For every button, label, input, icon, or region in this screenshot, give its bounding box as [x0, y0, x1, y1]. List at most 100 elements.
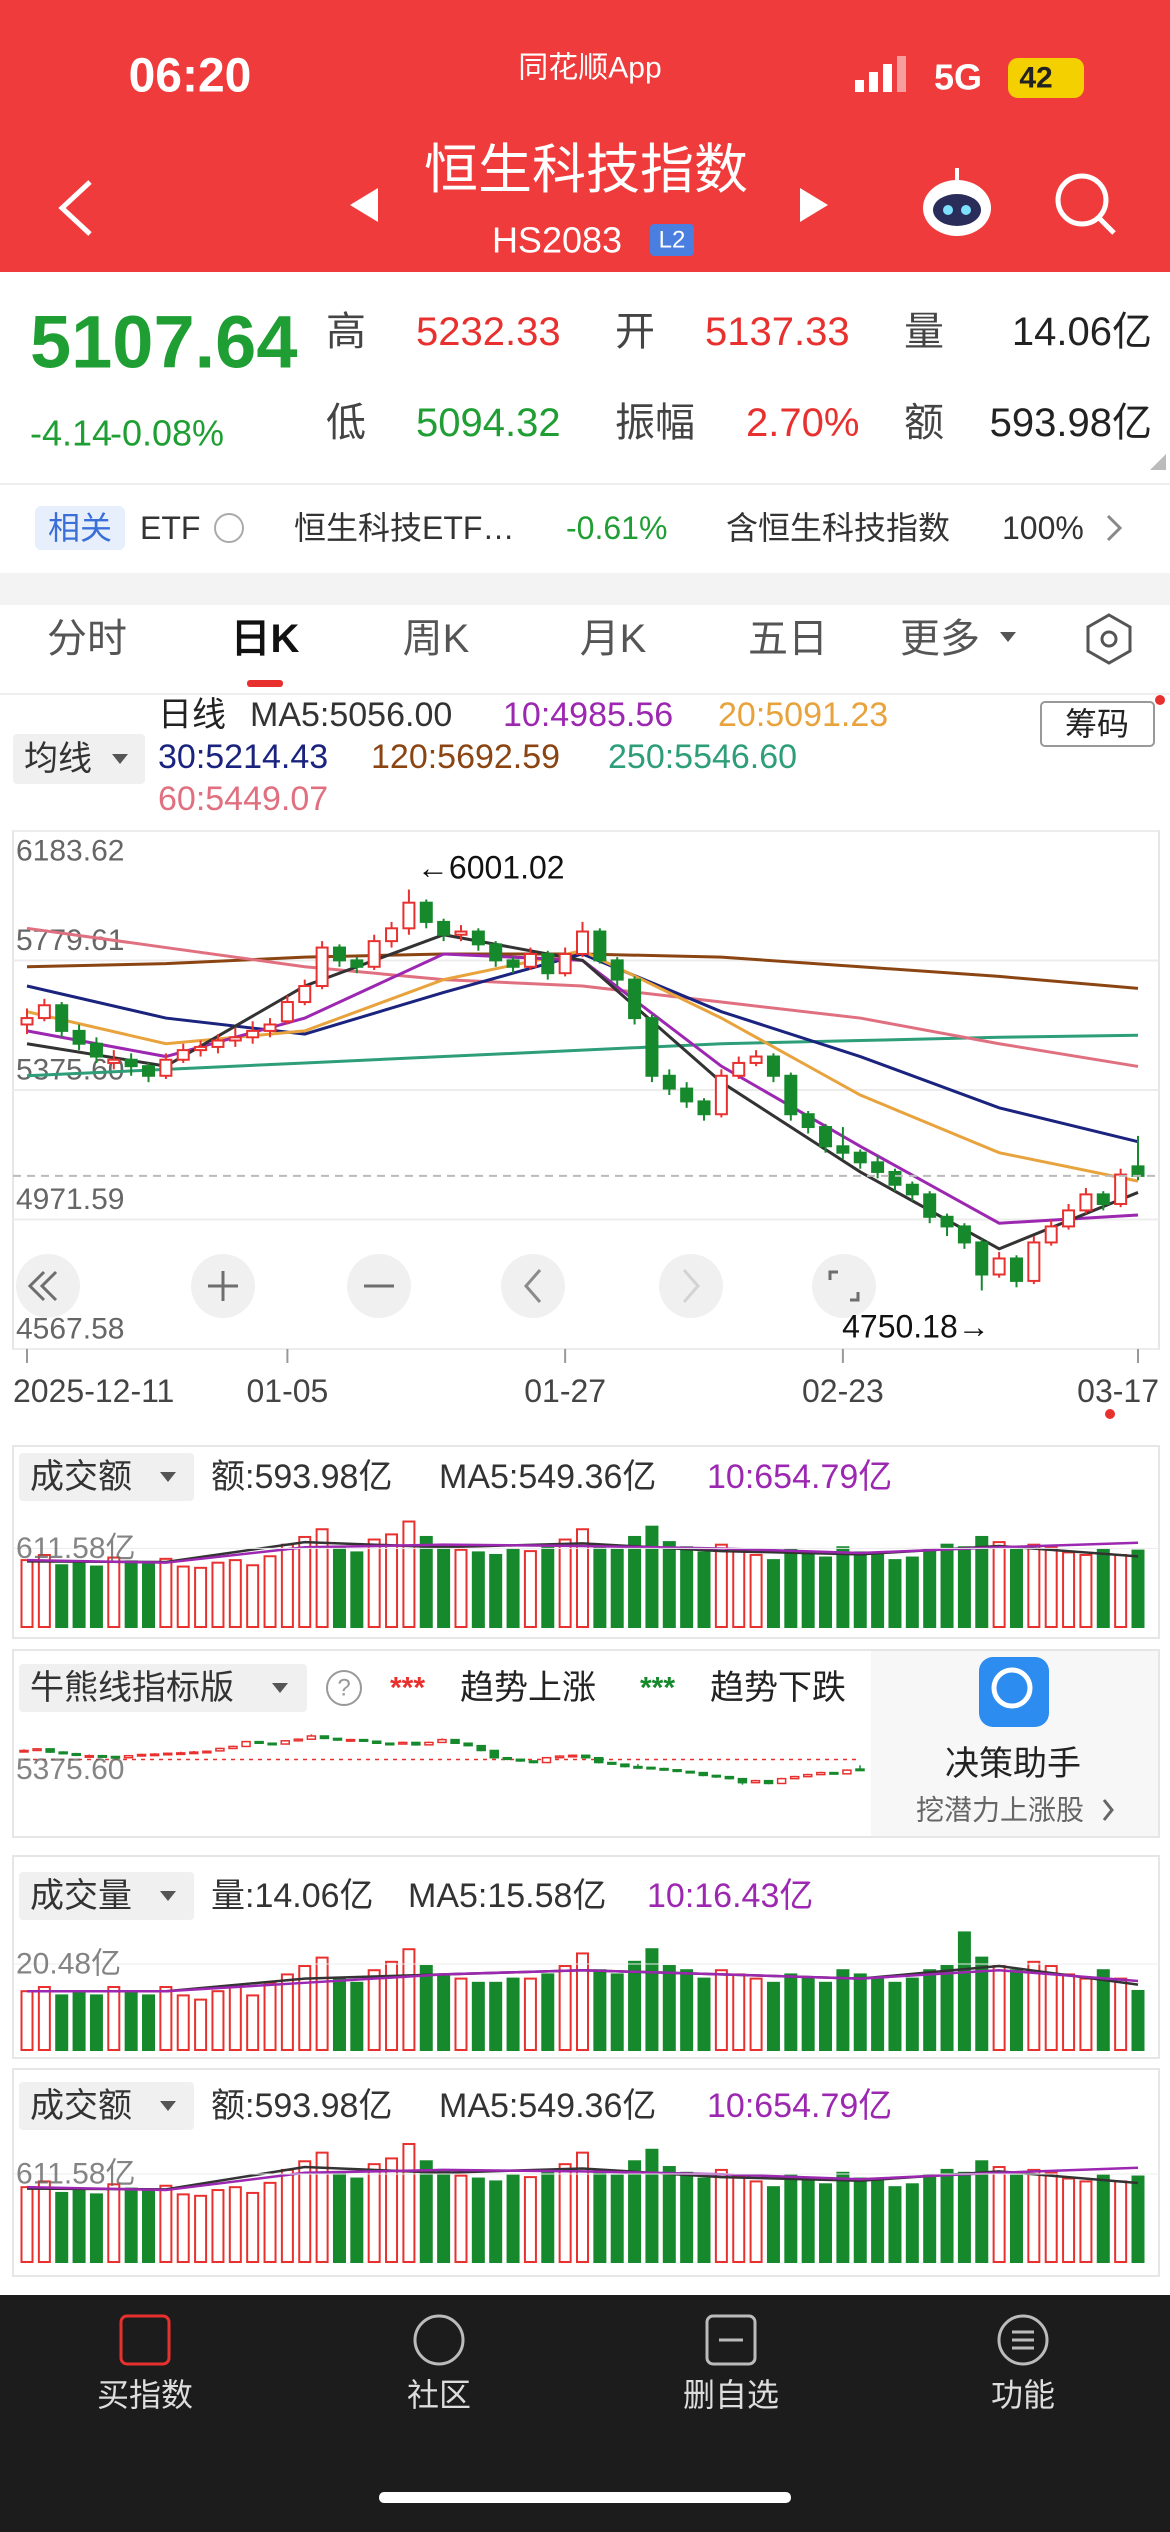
- nav-icon[interactable]: [119, 2314, 171, 2366]
- candle-body: [697, 1100, 711, 1116]
- back-button[interactable]: [58, 180, 92, 236]
- candle-body: [350, 959, 364, 968]
- volume-bar: [228, 1559, 242, 1629]
- volume-bar: [124, 1560, 138, 1628]
- settings-icon[interactable]: [1086, 613, 1132, 665]
- volume-bar: [228, 2186, 242, 2264]
- selector[interactable]: 成交量: [30, 1877, 132, 1915]
- tab[interactable]: 分时: [47, 617, 127, 661]
- volume-bar: [332, 1977, 346, 2051]
- tag-bg: [35, 506, 125, 550]
- mini-body: [280, 1740, 290, 1745]
- assistant-icon[interactable]: [979, 1657, 1049, 1727]
- fullscreen[interactable]: [812, 1254, 876, 1318]
- tab[interactable]: 日K: [231, 617, 300, 661]
- nav-icon[interactable]: [997, 2314, 1049, 2366]
- stat-value: 593.98亿: [990, 401, 1152, 445]
- control-button[interactable]: [16, 1254, 80, 1318]
- scroll-left[interactable]: [501, 1254, 565, 1318]
- volume-bar: [72, 2189, 86, 2263]
- stat-label: 低: [326, 401, 366, 445]
- volume-bar: [298, 2160, 312, 2264]
- nav-label[interactable]: 功能: [991, 2377, 1055, 2413]
- info-icon[interactable]: [214, 513, 244, 543]
- selector-bg[interactable]: [13, 734, 145, 784]
- volume-bar: [558, 1538, 572, 1629]
- mini-body: [136, 1753, 147, 1757]
- tab[interactable]: 五日: [748, 617, 828, 661]
- volume-bar: [298, 1535, 312, 1628]
- y-tick-label: 4971.59: [16, 1183, 124, 1216]
- scroll-right[interactable]: [659, 1254, 723, 1318]
- volume-bar: [645, 1525, 659, 1628]
- nav-icon[interactable]: [413, 2314, 465, 2366]
- period: 日线: [158, 696, 226, 734]
- legend-item: 250:5546.60: [608, 738, 797, 776]
- legend-item: MA5:549.36亿: [439, 1458, 656, 1496]
- volume-bar: [37, 1553, 51, 1629]
- mini-body: [842, 1769, 852, 1775]
- dropdown-arrow: [272, 1683, 288, 1693]
- volume-bar: [55, 1994, 69, 2051]
- next-button[interactable]: [800, 188, 828, 222]
- volume-bar: [419, 1535, 433, 1628]
- volume-bar: [1062, 1551, 1076, 1628]
- tab[interactable]: 月K: [580, 617, 647, 661]
- chip-button-bg[interactable]: [1040, 701, 1155, 747]
- mini-body: [594, 1756, 604, 1764]
- assistant-title[interactable]: 决策助手: [945, 1745, 1081, 1783]
- prev-button[interactable]: [350, 188, 378, 222]
- help[interactable]: ?: [337, 1675, 350, 1702]
- volume-bar: [732, 2174, 746, 2264]
- selector[interactable]: 成交额: [30, 1458, 132, 1496]
- change: -4.14: [30, 413, 112, 454]
- candle-body: [176, 1049, 190, 1061]
- candle-body: [124, 1058, 138, 1068]
- volume-bar: [888, 1559, 902, 1629]
- volume-bar: [697, 1977, 711, 2051]
- volume-bar: [437, 1543, 451, 1629]
- selector-bg[interactable]: [19, 1872, 194, 1920]
- volume-bar: [923, 1969, 937, 2051]
- search-icon[interactable]: [1055, 173, 1116, 235]
- x-tick-label: 02-23: [802, 1373, 884, 1409]
- down-marker: ***: [640, 1672, 675, 1705]
- volume-bar: [246, 1994, 260, 2051]
- selector[interactable]: 牛熊线指标版: [30, 1669, 234, 1707]
- volume-bar: [402, 1948, 416, 2051]
- candle-body: [1131, 1165, 1145, 1177]
- y-tick-label: 5375.60: [16, 1054, 124, 1087]
- nav-icon[interactable]: [705, 2314, 757, 2366]
- mini-body: [202, 1750, 212, 1754]
- mini-body: [358, 1738, 369, 1742]
- candle-body: [576, 930, 589, 955]
- selector[interactable]: 均线: [24, 740, 92, 778]
- volume-bar: [940, 1965, 954, 2051]
- volume-bar: [541, 2171, 555, 2263]
- volume-bar: [211, 2189, 225, 2263]
- robot-icon[interactable]: [923, 168, 991, 236]
- etf-name[interactable]: 恒生科技ETF…: [294, 510, 514, 546]
- assistant-sub[interactable]: 挖潜力上涨股: [916, 1795, 1084, 1826]
- selector-bg[interactable]: [19, 2082, 194, 2130]
- tab[interactable]: 周K: [403, 617, 470, 661]
- nav-label[interactable]: 社区: [407, 2377, 471, 2413]
- volume-bar: [662, 2166, 676, 2264]
- chip-button[interactable]: 筹码: [1065, 706, 1129, 742]
- selector[interactable]: 成交额: [30, 2087, 132, 2125]
- help-icon[interactable]: [326, 1670, 362, 1706]
- nav-label[interactable]: 买指数: [97, 2377, 193, 2413]
- selector-bg[interactable]: [19, 1664, 307, 1712]
- selector-bg[interactable]: [19, 1453, 194, 1501]
- mini-body: [385, 1742, 395, 1746]
- tab[interactable]: 更多: [900, 617, 980, 661]
- mini-body: [254, 1740, 264, 1744]
- network: 5G: [934, 57, 982, 98]
- mini-body: [371, 1740, 382, 1744]
- nav-label[interactable]: 删自选: [683, 2377, 779, 2413]
- volume-bar: [89, 2193, 103, 2263]
- volume-bar: [124, 2187, 138, 2263]
- candle-body: [523, 952, 537, 968]
- volume-bar: [89, 1994, 103, 2051]
